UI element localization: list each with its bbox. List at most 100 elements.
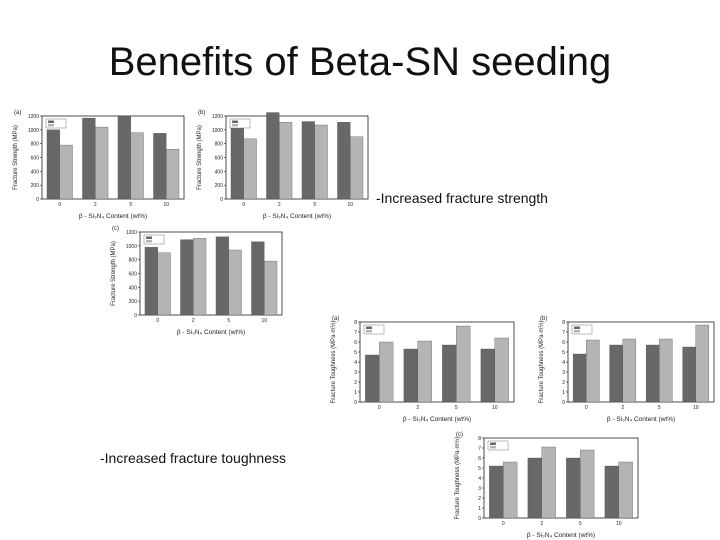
x-tick-label: 0 <box>58 202 61 208</box>
legend-swatch <box>490 446 496 449</box>
bar <box>417 340 432 403</box>
y-tick-label: 7 <box>478 446 481 452</box>
legend-swatch <box>146 240 152 243</box>
y-tick-label: 8 <box>562 320 565 326</box>
y-tick-label: 1200 <box>212 114 223 120</box>
panel-label: (c) <box>112 226 119 232</box>
y-tick-label: 5 <box>354 350 357 356</box>
bar <box>117 115 131 200</box>
strength-chart-b-svg: (b) 0 200 400 600 800 1000 1200 0 2 5 10 β - Si₃N₄ C… <box>197 110 369 220</box>
y-tick-label: 7 <box>354 330 357 336</box>
y-tick-label: 6 <box>562 340 565 346</box>
bar <box>695 324 710 403</box>
legend-box <box>229 118 251 129</box>
legend-box <box>363 324 385 335</box>
caption-strength: -Increased fracture strength <box>376 190 548 206</box>
y-tick-label: 6 <box>478 456 481 462</box>
y-tick-label: 600 <box>129 272 138 278</box>
legend-swatch <box>232 124 238 127</box>
y-tick-label: 1000 <box>212 128 223 134</box>
y-axis-title: Fracture Toughness (MPa·m½) <box>454 437 461 520</box>
y-axis-title: Fracture Strength (MPa) <box>111 241 117 306</box>
y-tick-label: 2 <box>354 380 357 386</box>
y-tick-label: 200 <box>215 183 224 189</box>
y-tick-label: 0 <box>562 400 565 406</box>
legend-swatch <box>366 330 372 333</box>
x-axis-title: β - Si₃N₄ Content (wt%) <box>403 416 471 423</box>
bar <box>365 354 380 403</box>
x-tick-label: 5 <box>129 202 132 208</box>
y-tick-label: 400 <box>31 169 40 175</box>
y-tick-label: 200 <box>31 183 40 189</box>
bar <box>180 239 194 316</box>
y-tick-label: 0 <box>220 197 223 203</box>
x-tick-label: 5 <box>579 521 582 527</box>
x-tick-label: 5 <box>313 202 316 208</box>
y-tick-label: 1 <box>478 506 481 512</box>
legend-swatch <box>574 326 580 329</box>
bar <box>251 241 265 316</box>
strength-chart-a: (a) 0 200 400 600 800 1000 1200 0 2 5 10 β - Si₃N₄ C… <box>10 106 188 221</box>
toughness-chart-c-svg: (c) 0 1 2 3 4 5 6 7 8 0 2 5 10 β - Si₃N₄ Content (wt%)… <box>454 432 639 539</box>
x-tick-label: 2 <box>540 521 543 527</box>
x-tick-label: 2 <box>621 405 624 411</box>
x-axis-title: β - Si₃N₄ Content (wt%) <box>177 329 245 336</box>
y-tick-label: 800 <box>215 142 224 148</box>
toughness-chart-a-svg: (a) 0 1 2 3 4 5 6 7 8 0 2 5 10 β - Si₃N₄ Content (wt%)… <box>330 316 515 423</box>
y-tick-label: 0 <box>36 197 39 203</box>
legend-swatch <box>366 326 372 329</box>
bar <box>682 346 696 403</box>
bar <box>46 129 60 200</box>
y-tick-label: 1200 <box>28 114 39 120</box>
y-tick-label: 8 <box>354 320 357 326</box>
bar <box>59 144 73 200</box>
x-axis-title: β - Si₃N₄ Content (wt%) <box>79 213 147 220</box>
bar <box>456 325 471 403</box>
legend-box <box>45 118 67 129</box>
bar <box>494 337 509 403</box>
y-tick-label: 1000 <box>28 128 39 134</box>
y-tick-label: 400 <box>129 285 138 291</box>
x-tick-label: 0 <box>156 318 159 324</box>
y-tick-label: 4 <box>354 360 357 366</box>
x-tick-label: 2 <box>192 318 195 324</box>
bar <box>95 126 109 200</box>
bar <box>618 461 633 519</box>
caption-toughness: -Increased fracture toughness <box>100 450 286 466</box>
x-axis-title: β - Si₃N₄ Content (wt%) <box>527 532 595 539</box>
y-tick-label: 1 <box>354 390 357 396</box>
y-axis-title: Fracture Strength (MPa) <box>13 125 19 190</box>
y-tick-label: 800 <box>129 258 138 264</box>
bar <box>264 260 278 316</box>
toughness-chart-b-svg: (b) 0 1 2 3 4 5 6 7 8 0 2 5 10 β - Si₃N₄ Content (wt%)… <box>538 316 715 423</box>
bar <box>350 136 364 200</box>
x-tick-label: 10 <box>693 405 699 411</box>
bar <box>604 465 619 519</box>
bar <box>572 353 587 403</box>
bar <box>193 238 207 316</box>
toughness-chart-c: (c) 0 1 2 3 4 5 6 7 8 0 2 5 10 β - Si₃N₄ Content (wt%)… <box>452 428 642 540</box>
y-tick-label: 3 <box>562 370 565 376</box>
bar <box>403 348 418 403</box>
toughness-chart-a: (a) 0 1 2 3 4 5 6 7 8 0 2 5 10 β - Si₃N₄ Content (wt%)… <box>328 312 518 424</box>
y-axis-title: Fracture Strength (MPa) <box>197 125 203 190</box>
bar <box>379 341 394 403</box>
bar <box>609 344 623 403</box>
y-tick-label: 1 <box>562 390 565 396</box>
panel-label: (c) <box>456 432 463 438</box>
legend-swatch <box>574 330 580 333</box>
legend-swatch <box>232 120 238 123</box>
bar <box>503 461 518 519</box>
x-tick-label: 0 <box>585 405 588 411</box>
y-tick-label: 8 <box>478 436 481 442</box>
bar <box>130 132 144 200</box>
bar <box>153 133 167 200</box>
y-tick-label: 3 <box>354 370 357 376</box>
y-tick-label: 4 <box>478 476 481 482</box>
y-tick-label: 600 <box>215 156 224 162</box>
x-tick-label: 5 <box>455 405 458 411</box>
strength-chart-a-svg: (a) 0 200 400 600 800 1000 1200 0 2 5 10 β - Si₃N₄ C… <box>13 110 185 220</box>
bar <box>166 149 180 200</box>
x-tick-label: 2 <box>416 405 419 411</box>
y-tick-label: 800 <box>31 142 40 148</box>
